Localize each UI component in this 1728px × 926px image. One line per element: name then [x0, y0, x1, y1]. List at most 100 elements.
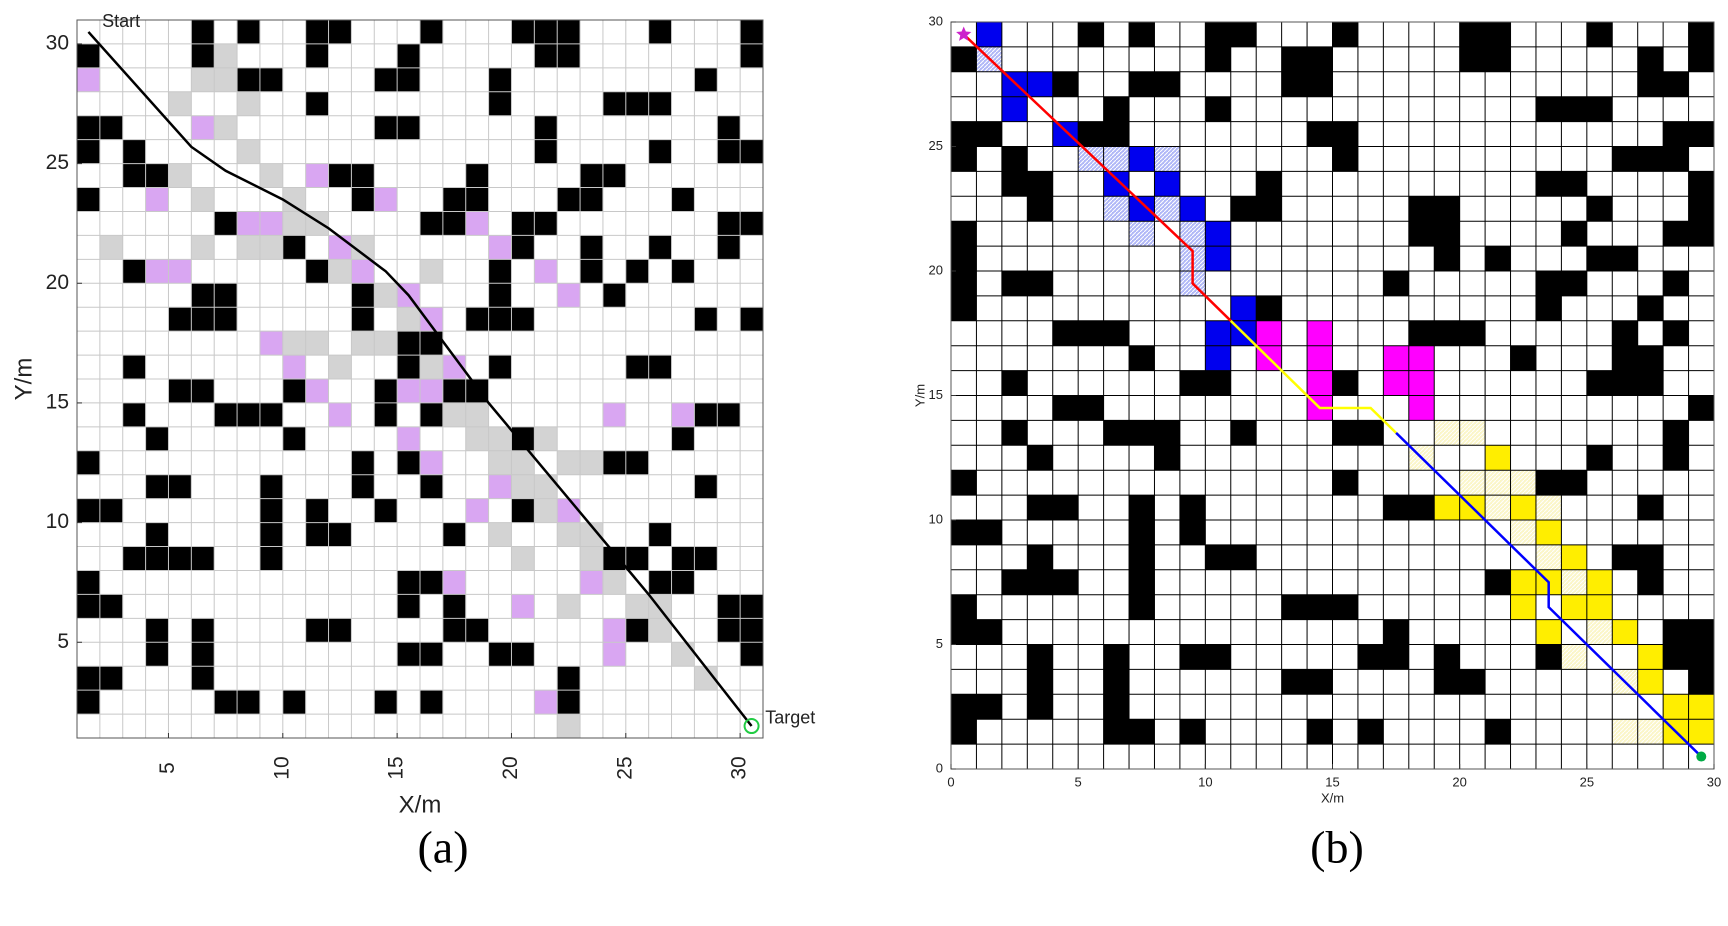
cell: [1205, 320, 1231, 346]
cell: [1459, 46, 1486, 72]
cell: [1612, 146, 1638, 172]
cell: [191, 115, 215, 140]
cell: [77, 67, 100, 92]
cell: [420, 259, 443, 284]
cell: [1103, 121, 1130, 147]
cell: [1408, 196, 1435, 222]
cell: [351, 474, 375, 499]
cell-hatch: [1459, 470, 1486, 496]
cell: [976, 22, 1002, 47]
cell: [1129, 146, 1155, 172]
cell: [1129, 495, 1155, 520]
cell: [1663, 694, 1689, 720]
cell-hatch: [1434, 420, 1460, 446]
cell: [1637, 569, 1664, 595]
cell: [1612, 619, 1638, 645]
cell: [488, 426, 512, 451]
y-tick-label: 20: [46, 271, 69, 294]
cell: [1586, 96, 1613, 122]
y-tick-label: 25: [46, 151, 69, 174]
cell: [1637, 295, 1664, 321]
caption: (a): [417, 822, 468, 873]
cell: [1332, 470, 1358, 496]
cell: [1027, 445, 1053, 471]
cell: [488, 450, 512, 475]
cell: [1561, 594, 1587, 620]
y-tick-label: 5: [57, 630, 69, 653]
cell: [951, 594, 977, 620]
cell: [1383, 271, 1409, 296]
cell: [374, 187, 398, 212]
cell: [1561, 271, 1587, 296]
cell: [951, 121, 977, 147]
cell: [1027, 171, 1053, 197]
cell: [1332, 420, 1358, 446]
cell: [1027, 569, 1053, 595]
cell: [191, 235, 215, 260]
cell: [351, 235, 375, 260]
cell: [237, 235, 260, 260]
cell: [1586, 445, 1613, 471]
cell: [259, 498, 283, 523]
cell: [740, 618, 763, 643]
cell: [374, 402, 398, 427]
cell: [1586, 569, 1613, 595]
cell: [1663, 221, 1689, 247]
cell: [328, 235, 352, 260]
cell: [1129, 520, 1155, 545]
cell: [1408, 345, 1435, 371]
cell: [1688, 196, 1714, 222]
y-tick-label: 25: [929, 138, 943, 153]
cell: [305, 498, 329, 523]
cell: [1307, 370, 1333, 396]
cell: [1307, 594, 1333, 620]
cell: [420, 402, 443, 427]
cell: [648, 522, 672, 547]
cell: [305, 20, 329, 44]
cell: [602, 642, 626, 667]
cell: [1688, 22, 1714, 47]
cell: [145, 546, 169, 571]
cell: [1001, 96, 1028, 122]
cell: [1586, 370, 1613, 396]
cell-hatch: [1612, 719, 1638, 745]
cell: [420, 20, 443, 44]
cell: [602, 618, 626, 643]
cell: [442, 594, 466, 619]
cell: [1663, 71, 1689, 97]
cell-hatch: [1103, 196, 1130, 222]
y-tick-label: 5: [936, 636, 943, 651]
cell: [602, 283, 626, 308]
annotation: Start: [102, 11, 140, 31]
cell: [1179, 196, 1206, 222]
cell: [694, 666, 718, 691]
y-tick-label: 30: [46, 31, 69, 54]
cell: [397, 307, 420, 332]
cell: [1179, 370, 1206, 396]
cell: [1383, 370, 1409, 396]
cell-hatch: [1154, 196, 1180, 222]
cell: [1561, 544, 1587, 570]
y-tick-label: 15: [46, 390, 69, 413]
cell: [1637, 146, 1664, 172]
cell: [1485, 569, 1511, 595]
cell: [557, 450, 581, 475]
cell: [1663, 445, 1689, 471]
cell: [1663, 146, 1689, 172]
cell: [694, 307, 718, 332]
cell: [442, 522, 466, 547]
cell: [397, 115, 420, 140]
cell: [717, 115, 741, 140]
panel: 0 5 10 15 20 25 30 0 5 10 15 20 25 30 X/m Y/m (b): [912, 13, 1721, 872]
cell: [1154, 171, 1180, 197]
cell: [145, 163, 169, 188]
x-tick-label: 10: [270, 756, 293, 779]
cell: [259, 402, 283, 427]
cell: [237, 67, 260, 92]
cell: [1485, 22, 1511, 47]
x-tick-label: 15: [1325, 774, 1339, 789]
cell: [282, 355, 306, 379]
cell: [976, 619, 1002, 645]
cell: [1179, 719, 1206, 745]
cell: [305, 91, 329, 116]
